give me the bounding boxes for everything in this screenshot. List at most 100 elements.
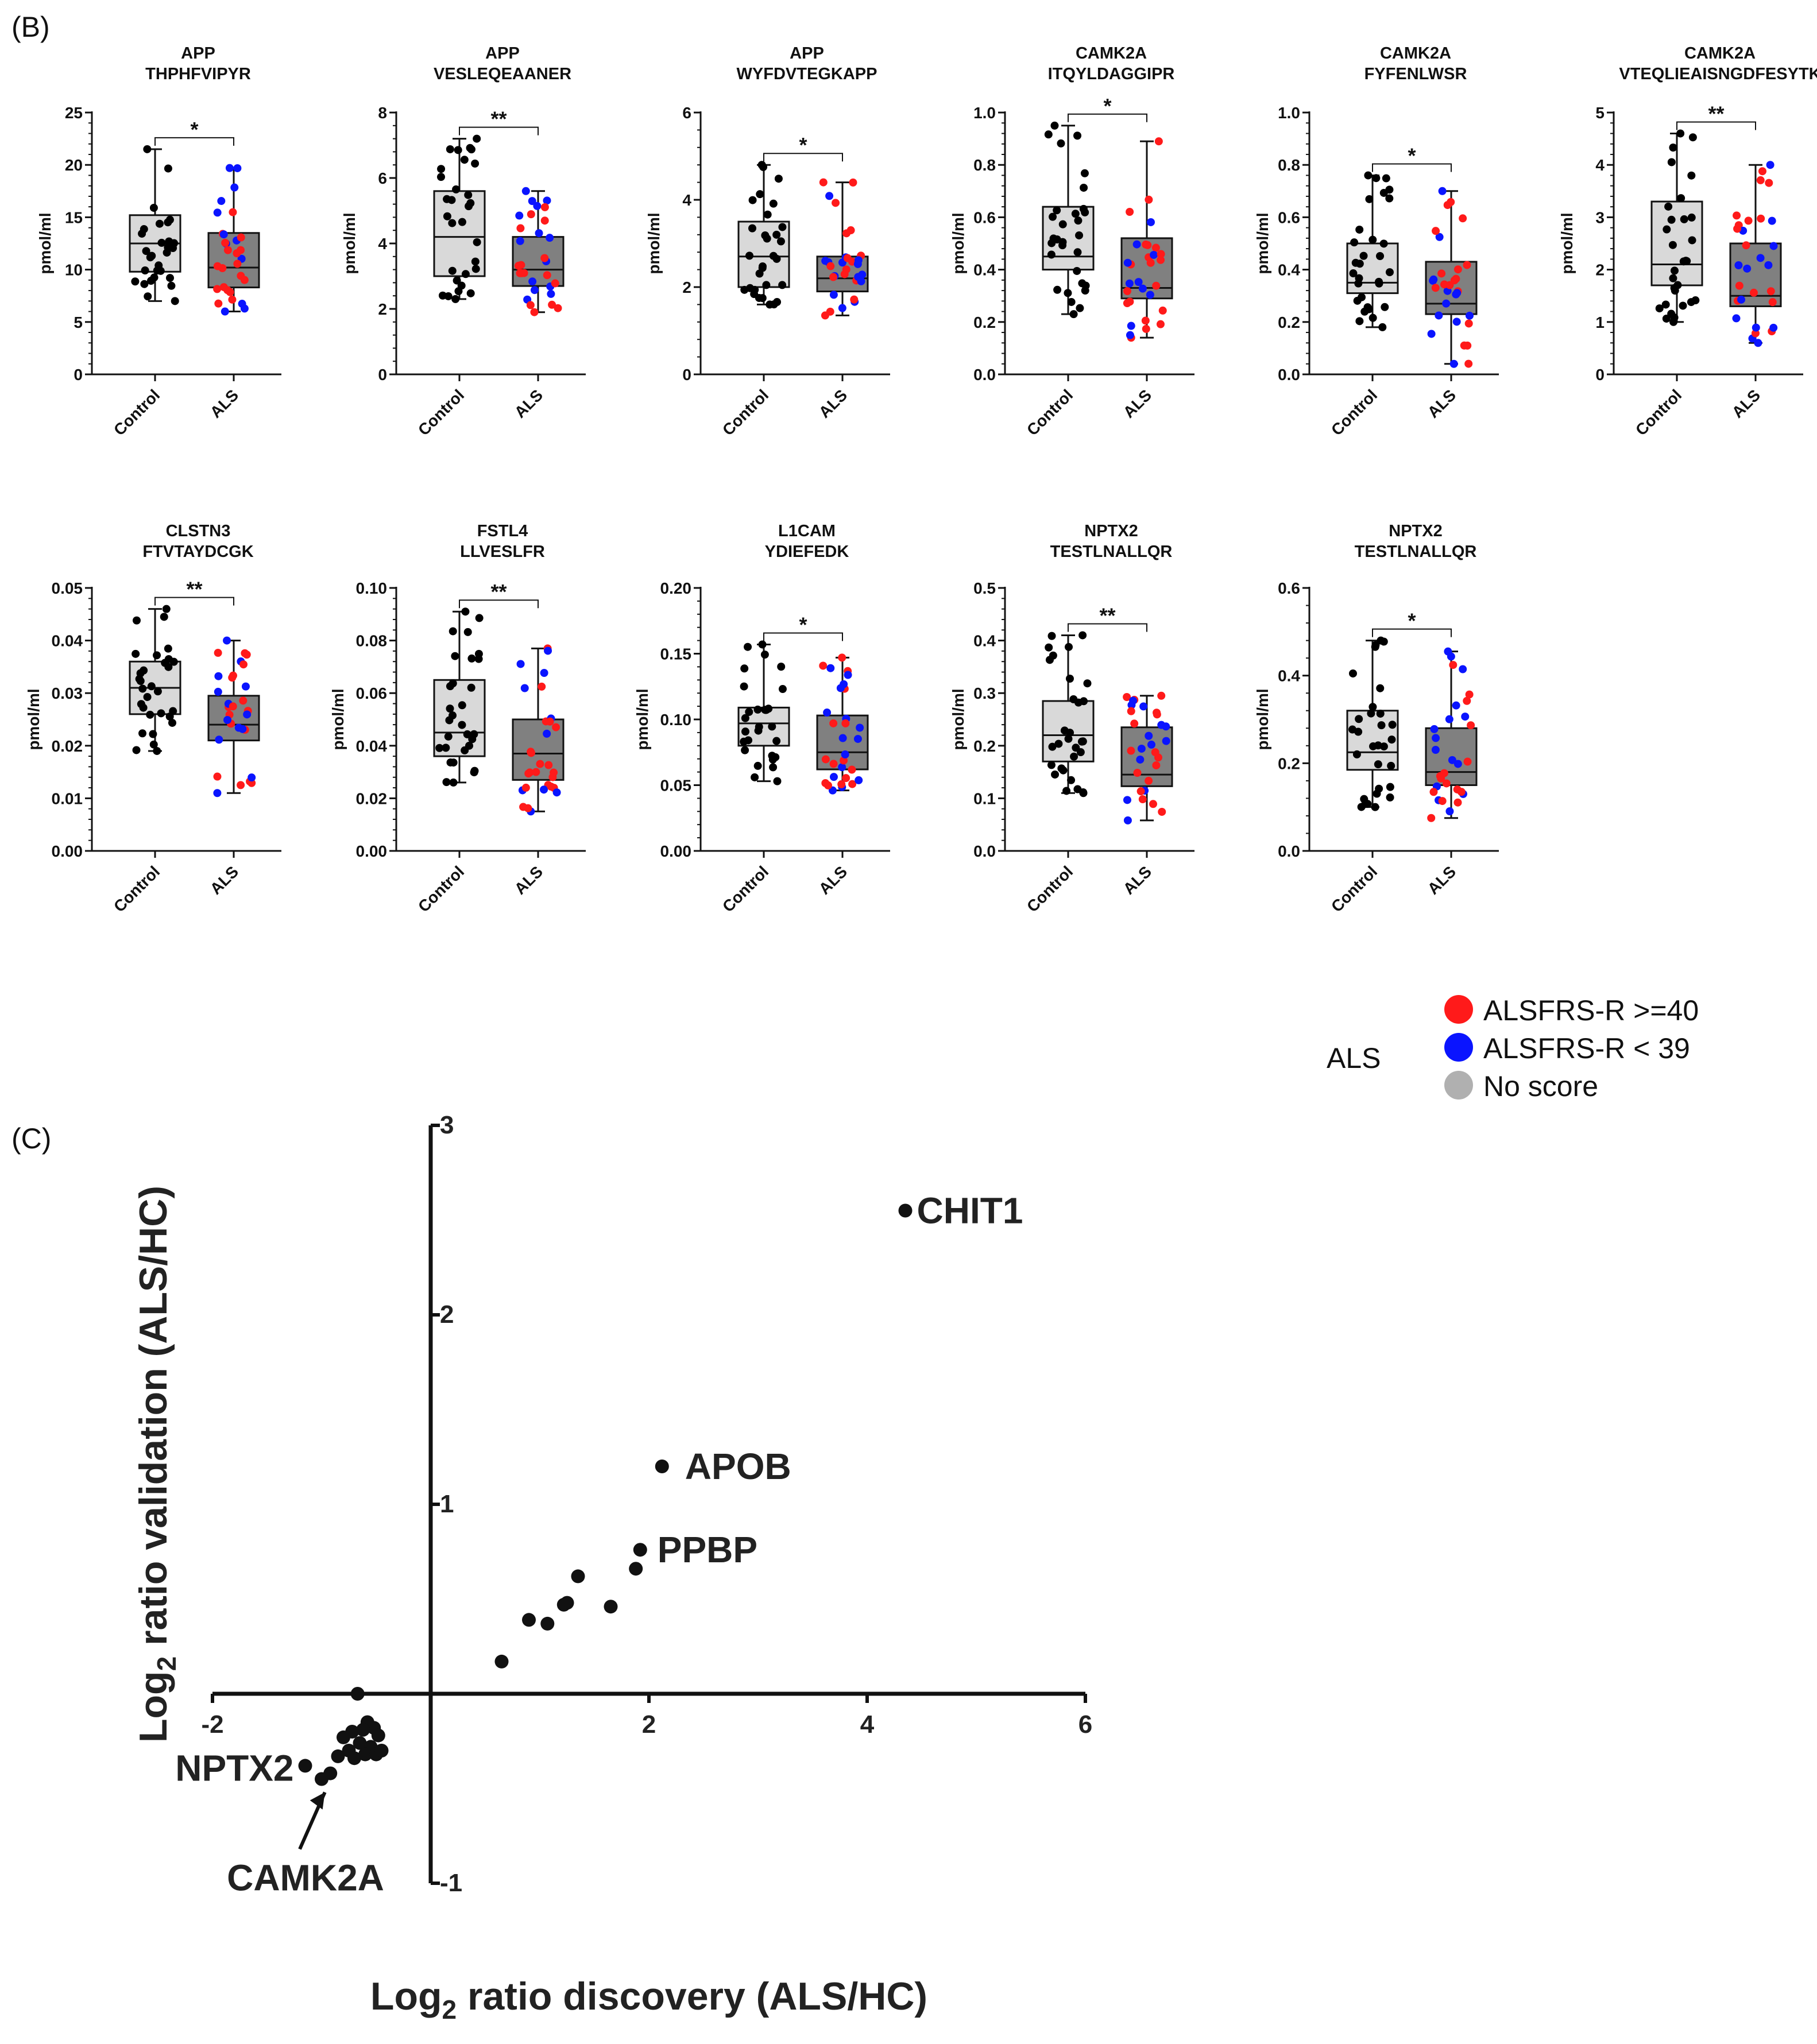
data-point bbox=[1765, 179, 1773, 187]
x-tick-label-als: ALS bbox=[1120, 862, 1155, 898]
data-point bbox=[1048, 742, 1057, 751]
data-point bbox=[1445, 715, 1453, 723]
data-point bbox=[778, 223, 787, 231]
data-point bbox=[1429, 788, 1438, 796]
data-point bbox=[546, 717, 554, 726]
scatter-point bbox=[358, 1747, 372, 1762]
scatter-point bbox=[374, 1744, 389, 1757]
significance-bracket bbox=[154, 597, 234, 606]
x-tick-label-control: Control bbox=[719, 386, 772, 439]
data-point bbox=[1374, 741, 1382, 750]
data-point bbox=[1452, 274, 1460, 283]
data-point bbox=[1059, 766, 1068, 775]
data-point bbox=[1667, 158, 1676, 167]
box-chart-2: APP VESLEQEAANER 0 2 4 6 8 pmol/ml Control ALS ** bbox=[341, 44, 586, 439]
data-point bbox=[1668, 241, 1677, 249]
data-point bbox=[142, 247, 150, 256]
data-point bbox=[530, 286, 539, 295]
data-point bbox=[1688, 236, 1696, 245]
data-point bbox=[1152, 761, 1161, 769]
data-point bbox=[544, 647, 552, 655]
y-tick-label: 0.01 bbox=[52, 789, 83, 807]
y-tick-label: 0.4 bbox=[973, 261, 996, 279]
data-point bbox=[164, 164, 172, 173]
data-point bbox=[164, 644, 172, 653]
data-point bbox=[1737, 295, 1746, 304]
label-nptx2: NPTX2 bbox=[175, 1747, 293, 1788]
data-point bbox=[1687, 298, 1695, 307]
significance-bracket bbox=[459, 126, 539, 136]
data-point bbox=[213, 789, 222, 798]
data-point bbox=[1137, 744, 1146, 753]
data-point bbox=[826, 307, 834, 316]
data-point bbox=[1060, 726, 1069, 735]
data-point bbox=[233, 260, 242, 268]
data-point bbox=[521, 783, 530, 792]
significance-label: ** bbox=[490, 107, 507, 131]
x-tick-label-control: Control bbox=[719, 862, 772, 915]
y-tick-label: 4 bbox=[682, 191, 691, 209]
data-point bbox=[527, 749, 535, 757]
data-point bbox=[533, 202, 542, 210]
data-point bbox=[1123, 796, 1131, 804]
data-point bbox=[239, 696, 248, 705]
x-tick-label-control: Control bbox=[1023, 386, 1076, 439]
data-point bbox=[223, 246, 232, 254]
y-axis-label: pmol/ml bbox=[1254, 688, 1271, 750]
data-point bbox=[1463, 261, 1471, 269]
data-point bbox=[1147, 740, 1155, 749]
scatter-point bbox=[356, 1722, 370, 1737]
chart-title-line2: LLVESLFR bbox=[460, 543, 545, 561]
data-point bbox=[240, 276, 249, 284]
data-point bbox=[1077, 737, 1086, 746]
significance-bracket bbox=[154, 137, 234, 146]
data-point bbox=[132, 746, 141, 754]
data-point bbox=[1151, 243, 1160, 252]
data-point bbox=[1766, 287, 1775, 296]
data-point bbox=[840, 756, 848, 765]
data-point bbox=[838, 734, 847, 742]
data-point bbox=[213, 208, 222, 217]
data-point bbox=[856, 723, 864, 732]
data-point bbox=[157, 238, 166, 247]
data-point bbox=[1465, 311, 1474, 320]
data-point bbox=[1355, 317, 1364, 326]
data-point bbox=[741, 746, 749, 754]
data-point bbox=[223, 286, 232, 295]
y-tick-label: 4 bbox=[1595, 156, 1605, 174]
data-point bbox=[1655, 304, 1664, 313]
data-point bbox=[452, 185, 461, 193]
data-point bbox=[438, 291, 447, 300]
data-point bbox=[443, 195, 451, 203]
data-point bbox=[1074, 216, 1083, 225]
y-tick-label: 0.10 bbox=[660, 711, 692, 729]
data-point bbox=[1361, 800, 1370, 808]
data-point bbox=[777, 663, 786, 671]
data-point bbox=[470, 766, 479, 775]
data-point bbox=[1162, 722, 1170, 731]
significance-bracket bbox=[1068, 113, 1147, 122]
data-point bbox=[1374, 760, 1382, 769]
data-point bbox=[214, 672, 223, 680]
data-point bbox=[1427, 814, 1436, 822]
data-point bbox=[1379, 188, 1388, 197]
data-point bbox=[242, 651, 251, 659]
data-point bbox=[473, 134, 481, 143]
data-point bbox=[1427, 330, 1436, 338]
x-tick-label-als: ALS bbox=[207, 862, 242, 898]
data-point bbox=[1386, 793, 1394, 802]
data-point bbox=[146, 710, 154, 719]
data-point bbox=[1429, 275, 1438, 284]
data-point bbox=[1371, 642, 1379, 651]
box-chart-5: CAMK2A FYFENLWSR 0.0 0.2 0.4 0.6 0.8 1.0 pmol/ml… bbox=[1254, 44, 1499, 439]
data-point bbox=[1349, 269, 1358, 278]
y-axis-label: pmol/ml bbox=[329, 688, 347, 750]
significance-label: * bbox=[1408, 144, 1416, 167]
y-tick-label: 5 bbox=[1595, 104, 1605, 122]
data-point bbox=[1385, 268, 1394, 277]
data-point bbox=[745, 251, 754, 260]
box-chart-11: NPTX2 TESTLNALLQR 0.0 0.2 0.4 0.6 pmol/ml Contr… bbox=[1254, 522, 1499, 916]
data-point bbox=[547, 783, 555, 791]
data-point bbox=[1435, 233, 1444, 241]
